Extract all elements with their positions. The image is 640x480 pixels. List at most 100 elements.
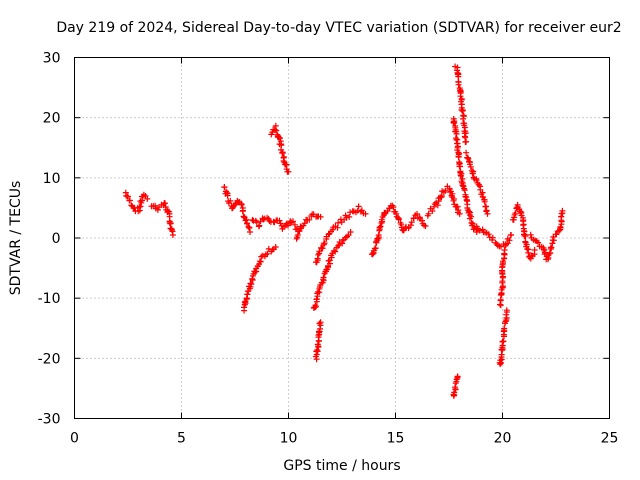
data-point [273, 127, 280, 134]
data-point [306, 216, 313, 223]
data-point [548, 244, 555, 251]
data-point [126, 197, 133, 204]
data-point [312, 302, 319, 309]
data-point [451, 120, 458, 127]
data-point [483, 207, 490, 214]
data-point [328, 254, 335, 261]
data-point [525, 249, 532, 256]
data-point [455, 154, 462, 160]
data-point [264, 250, 271, 257]
y-tick-label: -30 [38, 412, 61, 428]
grid-lines [74, 57, 610, 419]
data-point [500, 338, 507, 345]
data-point [457, 93, 464, 100]
data-point [372, 245, 379, 252]
x-axis-label: GPS time / hours [283, 458, 400, 474]
data-point [454, 64, 461, 71]
data-point [377, 223, 384, 230]
data-point [558, 210, 565, 217]
data-point [244, 220, 250, 227]
data-point [285, 168, 292, 175]
data-point [294, 232, 301, 238]
data-point [257, 258, 264, 265]
x-tick-label: 20 [494, 431, 512, 447]
y-tick-label: 0 [52, 231, 61, 247]
data-point [469, 170, 476, 177]
data-point [429, 208, 436, 214]
data-point [313, 296, 320, 303]
data-point [489, 234, 496, 241]
data-point [431, 203, 437, 210]
data-point [247, 229, 253, 235]
data-point [291, 221, 298, 228]
x-tick-label: 5 [177, 431, 186, 447]
data-point [321, 240, 328, 247]
data-point [330, 247, 337, 254]
data-point [319, 245, 326, 252]
data-point [473, 177, 480, 184]
data-point [460, 113, 467, 120]
data-point [547, 246, 554, 252]
data-point [314, 293, 321, 300]
data-point [455, 81, 462, 88]
data-point [241, 304, 247, 311]
data-point [553, 231, 560, 238]
y-tick-label: -10 [38, 291, 61, 307]
data-point [332, 248, 339, 255]
data-point [279, 149, 286, 156]
data-point [275, 134, 282, 141]
data-point [425, 210, 432, 217]
data-point [227, 197, 234, 204]
data-point [378, 216, 385, 223]
data-point [335, 219, 342, 226]
data-point [442, 187, 449, 194]
data-point [419, 217, 425, 224]
data-point [451, 389, 458, 396]
data-point [224, 192, 231, 199]
data-point [512, 210, 519, 217]
data-point [240, 207, 246, 214]
data-point [320, 274, 327, 281]
data-point [557, 223, 564, 230]
data-point [276, 217, 283, 224]
data-point [277, 135, 283, 142]
data-point [542, 249, 548, 256]
data-point [501, 247, 508, 253]
data-point [434, 202, 441, 209]
data-point [456, 210, 463, 217]
y-tick-label: -20 [38, 351, 61, 367]
data-point [467, 163, 474, 170]
data-point [497, 357, 504, 364]
data-points [122, 63, 566, 399]
data-point [247, 280, 254, 287]
data-point [169, 232, 176, 238]
data-point [315, 251, 322, 258]
data-point [249, 275, 256, 282]
data-point [317, 319, 324, 326]
data-point [301, 220, 308, 227]
data-point [502, 320, 508, 327]
chart-title: Day 219 of 2024, Sidereal Day-to-day VTE… [56, 20, 621, 36]
data-point [249, 217, 256, 223]
data-point [527, 231, 534, 238]
data-point [395, 216, 402, 223]
data-point [314, 348, 321, 355]
data-point [152, 202, 159, 209]
data-point [506, 237, 513, 244]
data-point [453, 130, 460, 137]
data-point [508, 232, 515, 238]
x-tick-label: 15 [387, 431, 405, 447]
data-point [280, 158, 287, 164]
data-point [469, 220, 476, 227]
x-tick-label: 10 [280, 431, 298, 447]
data-point [522, 233, 529, 239]
data-point [246, 225, 253, 231]
data-point [335, 242, 342, 249]
data-point [503, 307, 510, 314]
data-point [390, 204, 397, 211]
data-point [485, 231, 492, 238]
data-point [559, 207, 566, 214]
data-point [455, 73, 462, 80]
data-point [245, 223, 252, 230]
